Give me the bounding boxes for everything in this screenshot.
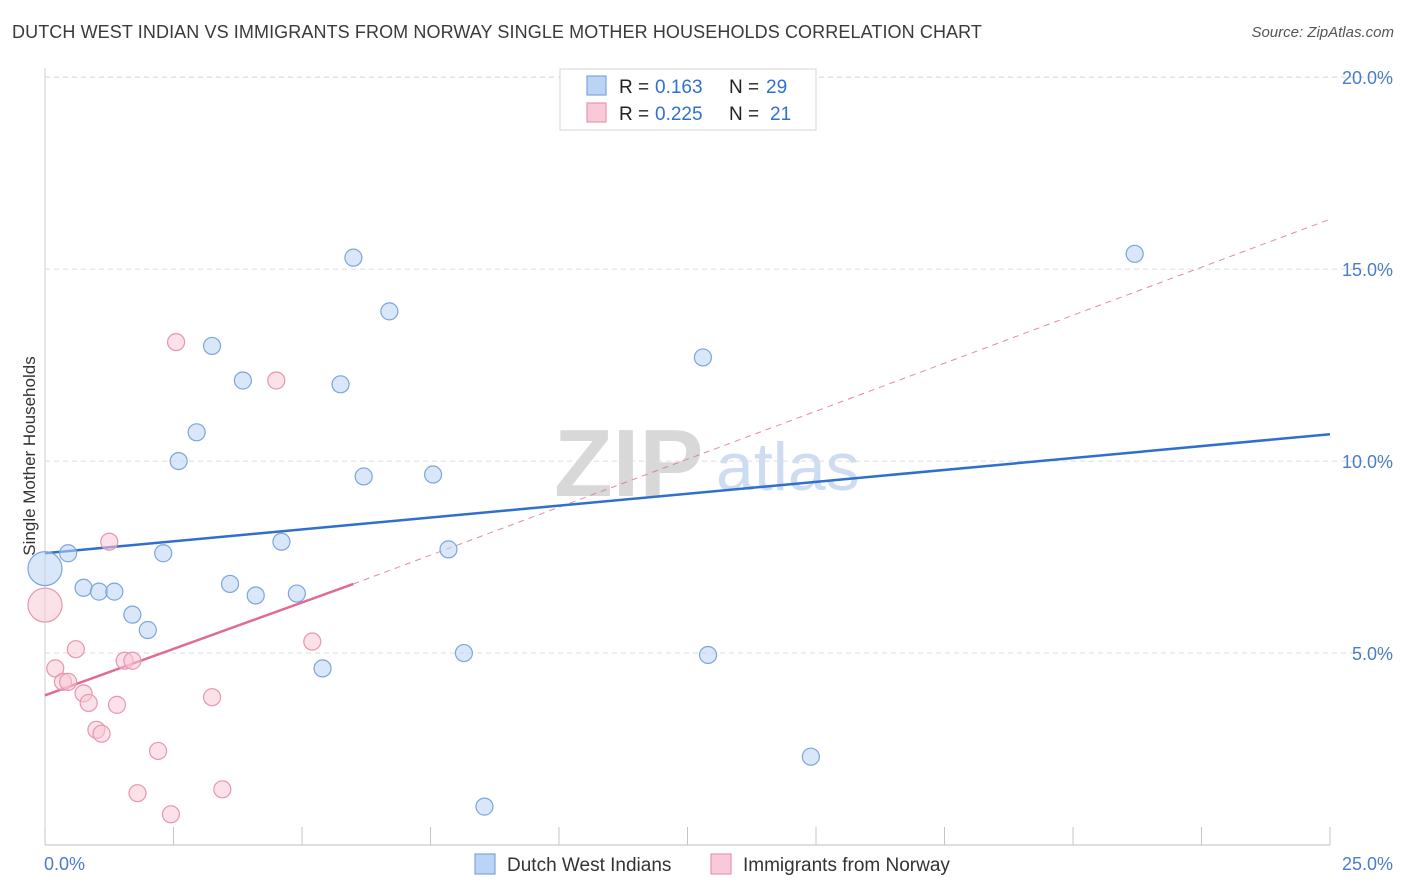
dutch-west-indian-point-6 <box>138 620 157 640</box>
dutch-west-indian-point-4 <box>105 582 124 601</box>
stats-n-value-pink: 21 <box>770 104 791 125</box>
dutch-west-indian-point-3 <box>89 582 109 601</box>
dutch-west-indian-point-5 <box>123 605 142 624</box>
dutch-west-indian-point-26 <box>698 645 718 665</box>
dutch-west-indian-point-24 <box>475 797 494 816</box>
dutch-west-indian-point-15 <box>287 584 306 603</box>
trend-line-norway-extended <box>353 218 1331 585</box>
norway-point-1 <box>46 659 65 678</box>
stats-r-value-pink: 0.225 <box>655 104 703 125</box>
dutch-west-indian-point-0 <box>27 550 63 587</box>
norway-point-19 <box>267 371 286 390</box>
dutch-west-indian-point-17 <box>331 375 350 394</box>
norway-point-4 <box>66 640 85 659</box>
legend-swatch-immigrants-from-norway[interactable] <box>710 853 732 875</box>
norway-point-20 <box>303 632 322 651</box>
y-axis-title: Single Mother Households <box>20 356 39 555</box>
stats-r-label-blue: R = <box>619 77 649 98</box>
dutch-west-indian-point-11 <box>220 574 240 594</box>
norway-point-8 <box>92 724 111 743</box>
stats-n-label-blue: N = <box>729 77 759 98</box>
norway-point-6 <box>79 693 98 713</box>
norway-point-17 <box>202 688 222 707</box>
y-tick-labels: 5.0% 10.0% 15.0% 20.0% <box>1342 68 1393 664</box>
series-legend: Dutch West Indians Immigrants from Norwa… <box>474 853 950 876</box>
norway-point-3 <box>59 672 78 691</box>
chart-title: DUTCH WEST INDIAN VS IMMIGRANTS FROM NOR… <box>12 22 983 42</box>
source-label: Source: ZipAtlas.com <box>1251 24 1394 41</box>
watermark-zip: ZIP <box>554 410 703 517</box>
y-tick-label-10: 10.0% <box>1342 452 1393 472</box>
x-tick-label-min: 0.0% <box>44 854 85 874</box>
watermark-atlas: atlas <box>716 429 860 505</box>
norway-point-18 <box>213 780 232 799</box>
y-tick-label-15: 15.0% <box>1342 260 1393 280</box>
dutch-west-indian-point-14 <box>272 532 291 551</box>
x-ticks <box>44 827 1331 845</box>
dutch-west-indian-point-23 <box>454 643 474 663</box>
y-tick-label-5: 5.0% <box>1352 644 1393 664</box>
stats-legend-blue-swatch <box>586 75 607 96</box>
dutch-west-indian-point-27 <box>801 747 820 766</box>
stats-legend-pink-swatch <box>586 102 607 123</box>
norway-point-16 <box>166 332 186 352</box>
legend-swatch-dutch-west-indians[interactable] <box>474 853 496 875</box>
dutch-west-indian-point-20 <box>380 302 399 321</box>
dutch-west-indian-point-22 <box>439 540 458 559</box>
dutch-west-indian-point-2 <box>74 578 93 597</box>
norway-point-14 <box>148 741 168 761</box>
dutch-west-indian-point-19 <box>354 467 373 486</box>
dutch-west-indian-point-16 <box>313 659 332 678</box>
stats-n-label-pink: N = <box>729 104 759 125</box>
dutch-west-indian-point-8 <box>169 451 188 471</box>
dutch-west-indian-point-9 <box>187 423 206 442</box>
dutch-west-indian-point-12 <box>233 371 252 390</box>
stats-n-value-blue: 29 <box>766 77 787 98</box>
stats-r-label-pink: R = <box>619 104 649 125</box>
x-tick-label-max: 25.0% <box>1342 854 1393 874</box>
trend-line-norway <box>44 582 354 697</box>
norway-point-9 <box>100 532 119 551</box>
norway-point-10 <box>107 695 127 714</box>
grid-lines <box>45 76 1392 654</box>
legend-label-immigrants-from-norway[interactable]: Immigrants from Norway <box>743 855 950 876</box>
norway-point-13 <box>128 784 147 803</box>
norway-point-12 <box>123 651 142 670</box>
dutch-west-indian-point-28 <box>1125 244 1144 263</box>
dutch-west-indian-point-10 <box>202 336 222 356</box>
dutch-west-indian-point-13 <box>246 586 265 605</box>
stats-legend: R = 0.163 N = 29 R = 0.225 N = 21 <box>559 68 817 131</box>
trend-line-dutch-west-indian <box>44 432 1331 555</box>
dutch-west-indian-point-1 <box>59 544 78 563</box>
series-dutch-west-indian-points <box>27 244 1144 816</box>
norway-point-0 <box>27 587 63 623</box>
norway-point-15 <box>161 805 181 824</box>
stats-r-value-blue: 0.163 <box>655 77 703 98</box>
dutch-west-indian-point-18 <box>344 248 363 267</box>
dutch-west-indian-point-21 <box>423 465 443 484</box>
series-norway-points <box>27 332 322 824</box>
trend-lines <box>44 218 1331 697</box>
dutch-west-indian-point-25 <box>693 348 713 367</box>
dutch-west-indian-point-7 <box>154 544 173 563</box>
y-tick-label-20: 20.0% <box>1342 68 1393 88</box>
legend-label-dutch-west-indians[interactable]: Dutch West Indians <box>507 855 671 876</box>
